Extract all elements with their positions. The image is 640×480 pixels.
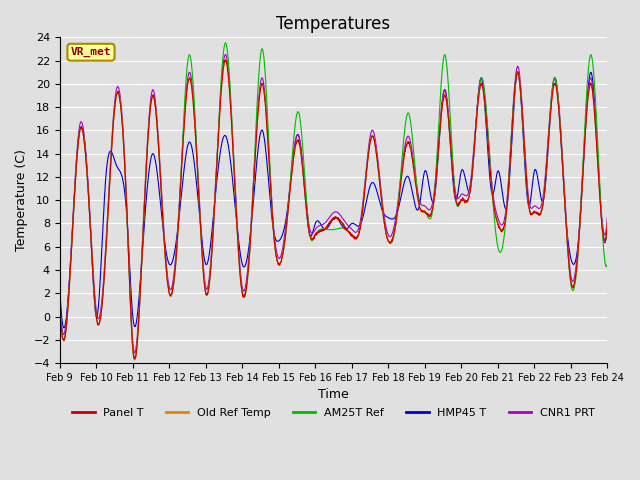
HMP45 T — [588, 72, 596, 77]
HMP45 T — [604, 221, 611, 227]
HMP45 T — [60, 325, 68, 331]
Old Ref Temp — [588, 84, 596, 90]
Old Ref Temp — [588, 84, 596, 90]
Panel T — [308, 236, 316, 241]
Panel T — [604, 220, 611, 226]
AM25T Ref — [488, 179, 495, 185]
HMP45 T — [514, 69, 522, 75]
Old Ref Temp — [84, 180, 92, 186]
CNR1 PRT — [588, 79, 596, 85]
Panel T — [488, 182, 495, 188]
Panel T — [588, 85, 596, 91]
Line: Old Ref Temp: Old Ref Temp — [60, 60, 607, 359]
CNR1 PRT — [84, 175, 92, 180]
CNR1 PRT — [131, 350, 138, 356]
HMP45 T — [323, 226, 330, 232]
Old Ref Temp — [131, 356, 138, 362]
Legend: Panel T, Old Ref Temp, AM25T Ref, HMP45 T, CNR1 PRT: Panel T, Old Ref Temp, AM25T Ref, HMP45 … — [68, 404, 599, 422]
AM25T Ref — [84, 181, 92, 187]
Old Ref Temp — [222, 57, 230, 63]
Panel T — [131, 356, 138, 361]
AM25T Ref — [56, 302, 63, 308]
Old Ref Temp — [604, 221, 611, 227]
CNR1 PRT — [308, 230, 316, 236]
Y-axis label: Temperature (C): Temperature (C) — [15, 149, 28, 251]
Panel T — [56, 301, 63, 307]
CNR1 PRT — [221, 51, 229, 57]
HMP45 T — [588, 72, 596, 78]
CNR1 PRT — [588, 78, 596, 84]
AM25T Ref — [308, 238, 316, 244]
X-axis label: Time: Time — [318, 388, 349, 401]
AM25T Ref — [323, 227, 330, 232]
Panel T — [84, 181, 92, 187]
CNR1 PRT — [323, 218, 330, 224]
HMP45 T — [84, 181, 92, 187]
HMP45 T — [56, 285, 63, 290]
CNR1 PRT — [604, 215, 611, 220]
Old Ref Temp — [323, 224, 330, 230]
Line: AM25T Ref: AM25T Ref — [60, 43, 607, 360]
Text: VR_met: VR_met — [71, 47, 111, 57]
Old Ref Temp — [56, 301, 63, 307]
Old Ref Temp — [488, 182, 495, 188]
AM25T Ref — [221, 40, 229, 46]
Line: Panel T: Panel T — [60, 60, 607, 359]
Line: HMP45 T: HMP45 T — [60, 72, 607, 328]
AM25T Ref — [588, 55, 596, 61]
AM25T Ref — [131, 357, 138, 363]
CNR1 PRT — [56, 296, 63, 302]
Old Ref Temp — [308, 235, 316, 241]
Panel T — [222, 57, 230, 63]
AM25T Ref — [588, 54, 596, 60]
Title: Temperatures: Temperatures — [276, 15, 390, 33]
Panel T — [323, 223, 330, 229]
AM25T Ref — [604, 261, 611, 267]
HMP45 T — [487, 187, 495, 192]
CNR1 PRT — [488, 177, 495, 182]
Line: CNR1 PRT: CNR1 PRT — [60, 54, 607, 353]
Panel T — [588, 84, 596, 89]
HMP45 T — [308, 232, 316, 238]
